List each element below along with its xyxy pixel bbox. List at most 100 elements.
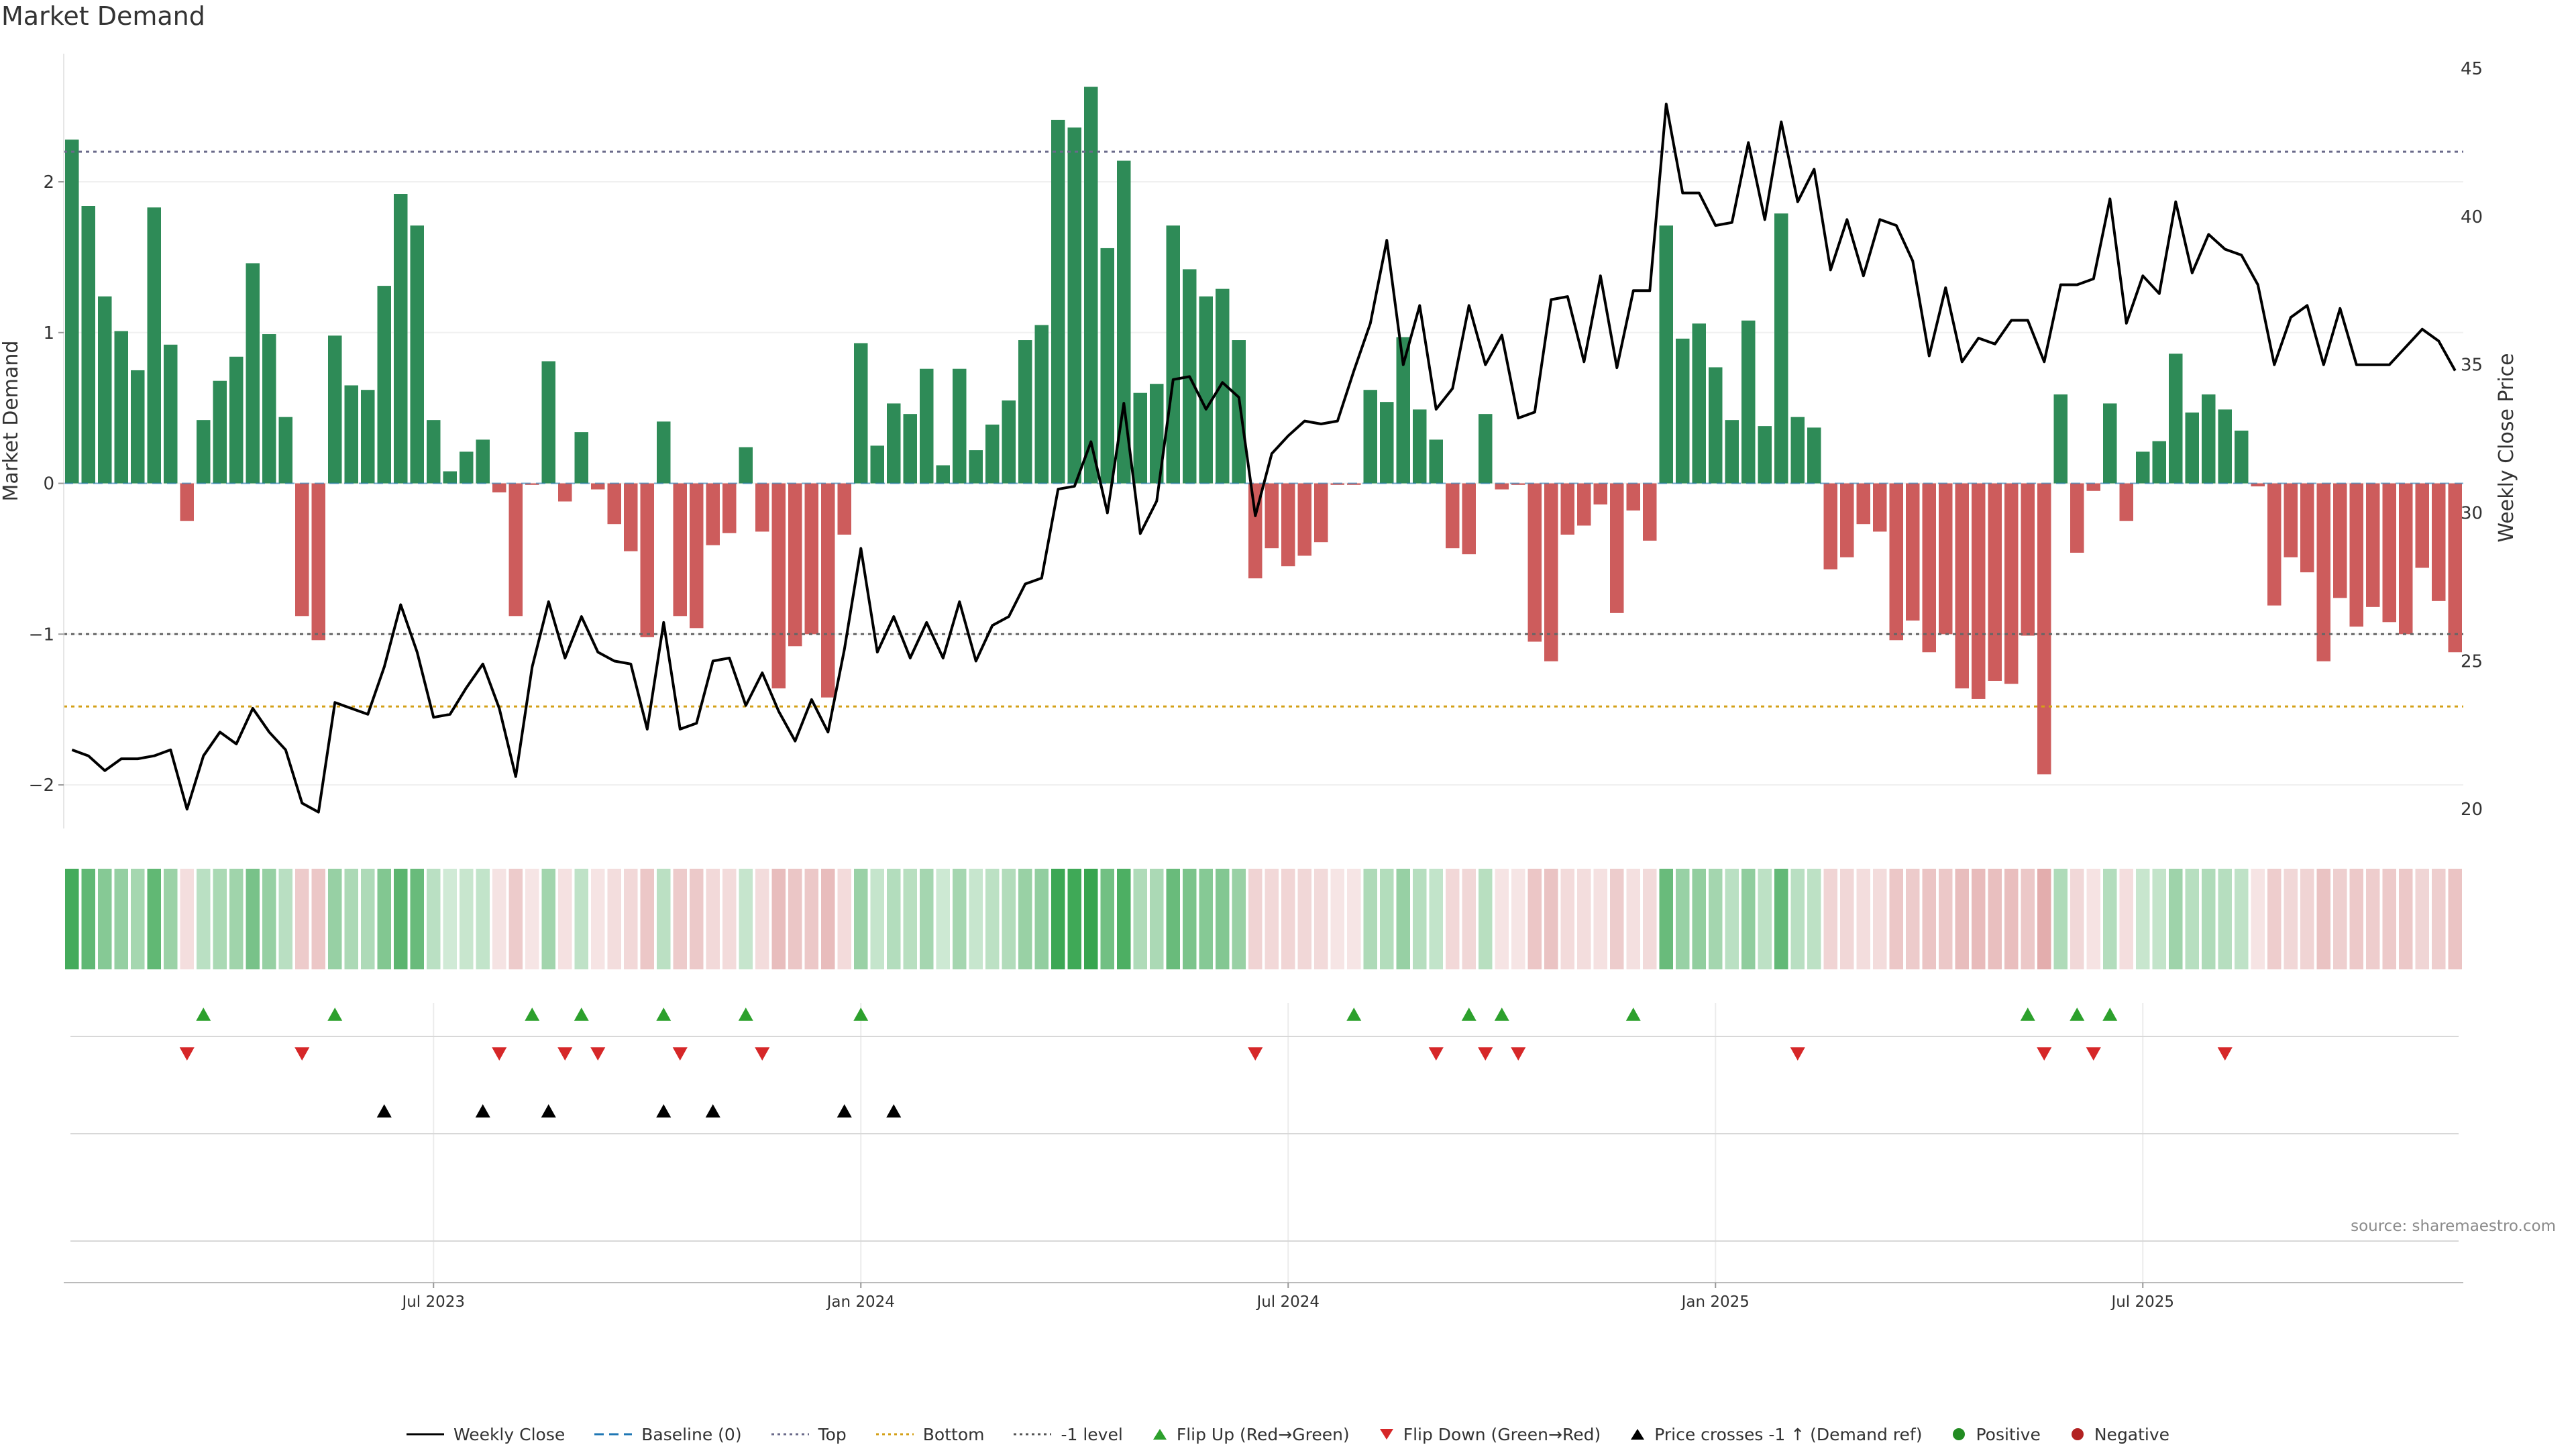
heat-cell [739, 869, 753, 969]
y-tick-label: −2 [29, 775, 54, 796]
heat-cell [1807, 869, 1821, 969]
demand-bar [690, 483, 704, 629]
heat-cell [2053, 869, 2068, 969]
heat-cell [2349, 869, 2363, 969]
legend-baseline-icon [594, 1433, 633, 1436]
demand-bar [1643, 483, 1657, 541]
heat-cell [1643, 869, 1657, 969]
heat-cell [1873, 869, 1887, 969]
heat-cell [2119, 869, 2133, 969]
heat-cell [2284, 869, 2298, 969]
demand-bar [722, 483, 737, 533]
demand-bar [2053, 394, 2068, 484]
heat-cell [936, 869, 950, 969]
heat-cell [558, 869, 572, 969]
legend-item-top: Top [771, 1425, 847, 1444]
demand-bar [1889, 483, 1903, 641]
heat-cell [1429, 869, 1443, 969]
demand-bar [98, 296, 112, 484]
flip-up-marker [327, 1008, 343, 1021]
heat-cell [1248, 869, 1263, 969]
demand-bar [147, 207, 161, 484]
heat-cell [508, 869, 523, 969]
demand-bar [1462, 483, 1476, 555]
flip-down-marker [492, 1047, 507, 1061]
demand-bar [755, 483, 769, 532]
demand-bar [1676, 338, 1690, 484]
legend-top-icon [771, 1433, 809, 1436]
heat-cell [1363, 869, 1377, 969]
heat-cell [1709, 869, 1723, 969]
flip-up-marker [574, 1008, 589, 1021]
heat-cell [213, 869, 227, 969]
legend-label: Top [818, 1424, 847, 1444]
demand-bar [180, 483, 194, 521]
y-tick-label: 1 [43, 323, 54, 343]
legend-label: Baseline (0) [641, 1424, 742, 1444]
flip-up-marker [2020, 1008, 2035, 1021]
flip-down-marker [179, 1047, 195, 1061]
demand-bar [1709, 367, 1723, 484]
heat-cell [1790, 869, 1805, 969]
demand-bar [262, 334, 276, 484]
heat-cell [344, 869, 358, 969]
heat-cell [1922, 869, 1936, 969]
event-markers [179, 1008, 2233, 1118]
heat-cell [1774, 869, 1788, 969]
demand-bar [1314, 483, 1328, 543]
demand-bar [1544, 483, 1558, 661]
flip-up-marker [656, 1008, 672, 1021]
heat-cell [624, 869, 638, 969]
legend-label: Positive [1976, 1424, 2041, 1444]
flip-up-marker [2102, 1008, 2118, 1021]
demand-bar [1495, 483, 1509, 490]
price-cross-marker [541, 1104, 556, 1118]
heat-cell [1265, 869, 1279, 969]
demand-bar [607, 483, 621, 525]
heat-cell [2415, 869, 2429, 969]
flip-down-marker [672, 1047, 688, 1061]
heat-cell [1823, 869, 1837, 969]
heat-cell [1396, 869, 1410, 969]
heat-cell [755, 869, 769, 969]
heat-cell [2021, 869, 2035, 969]
price-cross-marker [376, 1104, 392, 1118]
x-tick-label: Jul 2023 [400, 1293, 465, 1311]
heat-cell [591, 869, 605, 969]
heat-cell [1034, 869, 1049, 969]
source-note: source: sharemaestro.com [2351, 1218, 2556, 1235]
heat-cell [1988, 869, 2002, 969]
demand-bar [1659, 225, 1673, 484]
heat-cell [1692, 869, 1706, 969]
heat-cell [1856, 869, 1870, 969]
heat-cell [1166, 869, 1180, 969]
demand-bar [1906, 483, 1920, 621]
flip-up-marker [853, 1008, 869, 1021]
heat-cell [1840, 869, 1854, 969]
legend-label: Weekly Close [453, 1424, 566, 1444]
dot-icon [2071, 1428, 2084, 1440]
heat-cell [1446, 869, 1460, 969]
heat-cell [2382, 869, 2396, 969]
demand-bar [1051, 119, 1065, 484]
demand-bar [1265, 483, 1279, 549]
chart-title: Market Demand [1, 1, 205, 31]
heat-cell [821, 869, 835, 969]
y2-tick-label: 45 [2461, 59, 2483, 79]
demand-bar [1626, 483, 1640, 511]
axes: −2 −1 0 1 2 20 25 30 35 40 45 Jul 2023 Jan 2024 Jul 2… [0, 54, 2518, 1311]
demand-bar [2086, 483, 2100, 491]
flip-down-marker [2217, 1047, 2233, 1061]
demand-bar [1363, 390, 1377, 484]
demand-bar [81, 206, 95, 484]
demand-bar [1560, 483, 1574, 535]
heat-cell [295, 869, 309, 969]
legend-item-weekly-close: Weekly Close [406, 1424, 566, 1444]
heat-cell [2152, 869, 2166, 969]
heat-cell [1216, 869, 1230, 969]
heat-cell [1297, 869, 1311, 969]
heat-cell [985, 869, 1000, 969]
legend-bottom-icon [875, 1433, 914, 1436]
heat-cell [854, 869, 868, 969]
heat-cell [328, 869, 342, 969]
